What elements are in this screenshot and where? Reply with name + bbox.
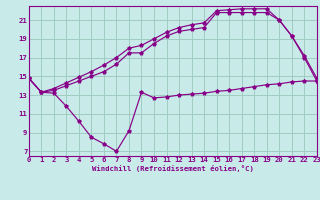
X-axis label: Windchill (Refroidissement éolien,°C): Windchill (Refroidissement éolien,°C): [92, 165, 254, 172]
